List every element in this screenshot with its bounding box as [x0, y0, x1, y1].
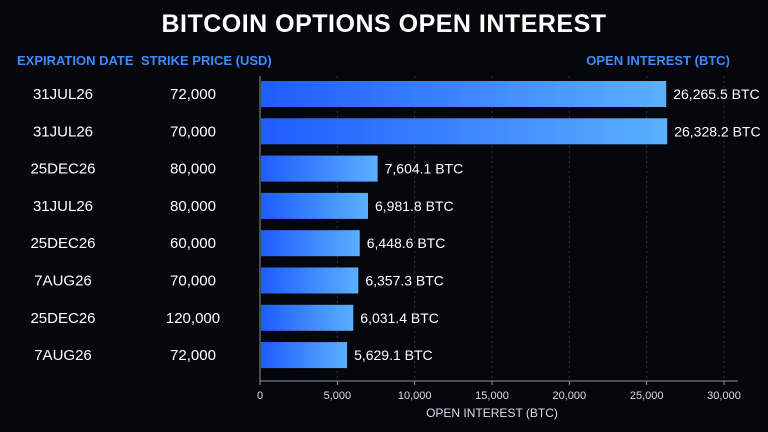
x-tick-label: 5,000	[324, 390, 352, 402]
bar	[261, 267, 359, 294]
bar	[261, 342, 348, 369]
bars: 31JUL26 72,000 26,265.5 BTC 31JUL26 70,000 26…	[30, 81, 761, 369]
expiration-label: 31JUL26	[33, 198, 93, 215]
open-interest-header: OPEN INTEREST (BTC)	[586, 53, 730, 68]
strike-price-header: STRIKE PRICE (USD)	[141, 53, 272, 68]
strike-label: 70,000	[170, 273, 216, 290]
bar	[261, 155, 378, 182]
bar	[261, 81, 667, 107]
strike-label: 72,000	[170, 86, 216, 103]
value-label: 6,031.4 BTC	[360, 310, 439, 326]
expiration-label: 25DEC26	[30, 310, 95, 327]
strike-label: 120,000	[166, 310, 220, 327]
expiration-label: 7AUG26	[34, 273, 92, 290]
x-tick-label: 25,000	[630, 390, 664, 402]
bar	[261, 118, 668, 145]
x-tick-label: 0	[257, 390, 263, 402]
expiration-label: 25DEC26	[30, 235, 95, 252]
expiration-label: 31JUL26	[33, 86, 93, 103]
expiration-label: 31JUL26	[33, 123, 93, 140]
strike-label: 80,000	[170, 198, 216, 215]
strike-label: 80,000	[170, 161, 216, 178]
value-label: 6,448.6 BTC	[367, 235, 446, 251]
value-label: 6,357.3 BTC	[365, 273, 444, 289]
bar	[261, 192, 368, 219]
x-axis: 0 5,000 10,000 15,000 20,000 25,000 30,000	[257, 76, 741, 402]
x-tick-label: 20,000	[553, 390, 587, 402]
chart-title: BITCOIN OPTIONS OPEN INTEREST	[161, 10, 607, 38]
expiration-label: 25DEC26	[30, 161, 95, 178]
expiration-label: 7AUG26	[34, 347, 92, 364]
bar	[261, 230, 360, 257]
x-tick-label: 15,000	[475, 390, 509, 402]
bar	[261, 304, 354, 331]
x-tick-label: 10,000	[398, 390, 432, 402]
expiration-date-header: EXPIRATION DATE	[17, 53, 134, 68]
value-label: 7,604.1 BTC	[385, 161, 464, 177]
strike-label: 70,000	[170, 123, 216, 140]
value-label: 26,265.5 BTC	[673, 86, 759, 102]
value-label: 6,981.8 BTC	[375, 198, 454, 214]
strike-label: 72,000	[170, 347, 216, 364]
value-label: 5,629.1 BTC	[354, 347, 433, 363]
x-axis-label: OPEN INTEREST (BTC)	[426, 406, 558, 420]
strike-label: 60,000	[170, 235, 216, 252]
x-tick-label: 30,000	[707, 390, 741, 402]
value-label: 26,328.2 BTC	[674, 123, 760, 139]
